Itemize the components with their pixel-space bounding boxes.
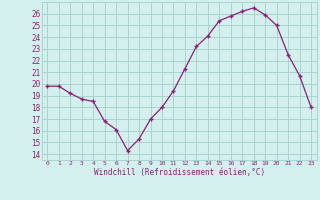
X-axis label: Windchill (Refroidissement éolien,°C): Windchill (Refroidissement éolien,°C) <box>94 168 265 177</box>
